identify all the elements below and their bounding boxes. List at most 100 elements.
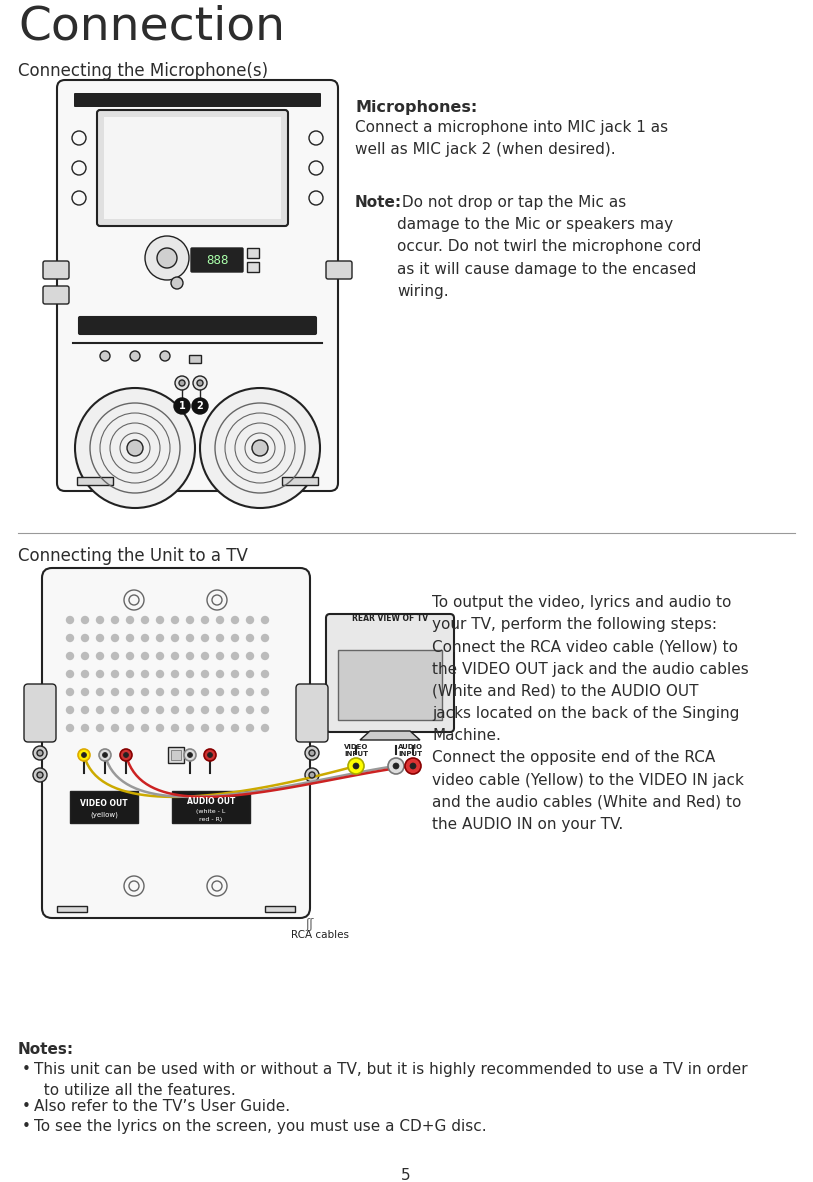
- Circle shape: [232, 652, 238, 660]
- Circle shape: [127, 440, 143, 456]
- Circle shape: [97, 670, 103, 677]
- Circle shape: [141, 617, 149, 623]
- Circle shape: [81, 670, 89, 677]
- Text: Connecting the Microphone(s): Connecting the Microphone(s): [18, 61, 268, 80]
- Circle shape: [172, 635, 179, 642]
- Circle shape: [232, 670, 238, 677]
- Circle shape: [410, 764, 416, 769]
- Circle shape: [305, 768, 319, 782]
- FancyBboxPatch shape: [74, 93, 321, 108]
- Circle shape: [160, 351, 170, 361]
- Circle shape: [216, 635, 224, 642]
- Circle shape: [156, 617, 163, 623]
- Circle shape: [127, 688, 133, 695]
- Text: Do not drop or tap the Mic as
damage to the Mic or speakers may
occur. Do not tw: Do not drop or tap the Mic as damage to …: [397, 195, 702, 299]
- Circle shape: [232, 707, 238, 714]
- Circle shape: [127, 707, 133, 714]
- Text: Microphones:: Microphones:: [355, 100, 477, 115]
- Bar: [247, 262, 259, 272]
- FancyBboxPatch shape: [296, 684, 328, 742]
- FancyBboxPatch shape: [326, 261, 352, 279]
- Circle shape: [97, 652, 103, 660]
- FancyBboxPatch shape: [191, 248, 243, 272]
- Circle shape: [72, 161, 86, 175]
- Circle shape: [246, 670, 254, 677]
- Bar: [338, 650, 442, 720]
- Circle shape: [67, 707, 73, 714]
- Circle shape: [156, 707, 163, 714]
- Circle shape: [172, 652, 179, 660]
- Circle shape: [156, 652, 163, 660]
- Circle shape: [172, 617, 179, 623]
- Circle shape: [67, 652, 73, 660]
- Circle shape: [216, 688, 224, 695]
- Circle shape: [75, 388, 195, 508]
- Circle shape: [37, 772, 43, 778]
- Circle shape: [127, 670, 133, 677]
- FancyBboxPatch shape: [43, 286, 69, 304]
- Text: To output the video, lyrics and audio to
your TV, perform the following steps:
C: To output the video, lyrics and audio to…: [432, 595, 749, 832]
- Circle shape: [141, 688, 149, 695]
- Circle shape: [174, 398, 190, 414]
- Circle shape: [193, 376, 207, 390]
- Circle shape: [232, 688, 238, 695]
- Circle shape: [179, 379, 185, 387]
- Circle shape: [172, 688, 179, 695]
- Text: 1: 1: [179, 401, 185, 411]
- Circle shape: [97, 635, 103, 642]
- Circle shape: [72, 131, 86, 145]
- Text: REAR VIEW OF TV: REAR VIEW OF TV: [352, 613, 428, 623]
- Circle shape: [111, 707, 119, 714]
- Circle shape: [145, 236, 189, 280]
- Circle shape: [171, 277, 183, 290]
- Circle shape: [232, 725, 238, 732]
- Circle shape: [216, 617, 224, 623]
- Text: RCA cables: RCA cables: [291, 930, 349, 940]
- Circle shape: [216, 670, 224, 677]
- Circle shape: [246, 652, 254, 660]
- Text: 2: 2: [197, 401, 203, 411]
- Circle shape: [246, 617, 254, 623]
- Circle shape: [156, 725, 163, 732]
- Circle shape: [111, 652, 119, 660]
- Circle shape: [141, 670, 149, 677]
- Circle shape: [81, 652, 89, 660]
- Circle shape: [246, 635, 254, 642]
- Circle shape: [393, 764, 399, 769]
- Circle shape: [309, 131, 323, 145]
- Circle shape: [97, 617, 103, 623]
- Circle shape: [67, 635, 73, 642]
- Circle shape: [202, 617, 208, 623]
- Circle shape: [305, 746, 319, 760]
- Circle shape: [309, 161, 323, 175]
- Circle shape: [127, 652, 133, 660]
- Circle shape: [202, 652, 208, 660]
- Circle shape: [202, 635, 208, 642]
- Circle shape: [81, 707, 89, 714]
- Circle shape: [197, 379, 203, 387]
- Circle shape: [111, 635, 119, 642]
- FancyBboxPatch shape: [172, 791, 250, 823]
- Circle shape: [246, 688, 254, 695]
- Circle shape: [262, 617, 268, 623]
- Text: This unit can be used with or without a TV, but it is highly recommended to use : This unit can be used with or without a …: [34, 1061, 748, 1098]
- Circle shape: [81, 617, 89, 623]
- Bar: [247, 248, 259, 258]
- Circle shape: [246, 725, 254, 732]
- Bar: [77, 478, 113, 485]
- Circle shape: [172, 725, 179, 732]
- Bar: [168, 747, 184, 764]
- Circle shape: [81, 725, 89, 732]
- Circle shape: [33, 746, 47, 760]
- Circle shape: [262, 670, 268, 677]
- Circle shape: [33, 768, 47, 782]
- Circle shape: [172, 707, 179, 714]
- Circle shape: [186, 670, 193, 677]
- Circle shape: [78, 749, 90, 761]
- Circle shape: [120, 749, 132, 761]
- Circle shape: [186, 725, 193, 732]
- Text: •: •: [22, 1061, 31, 1077]
- Circle shape: [100, 351, 110, 361]
- Circle shape: [186, 652, 193, 660]
- Circle shape: [81, 635, 89, 642]
